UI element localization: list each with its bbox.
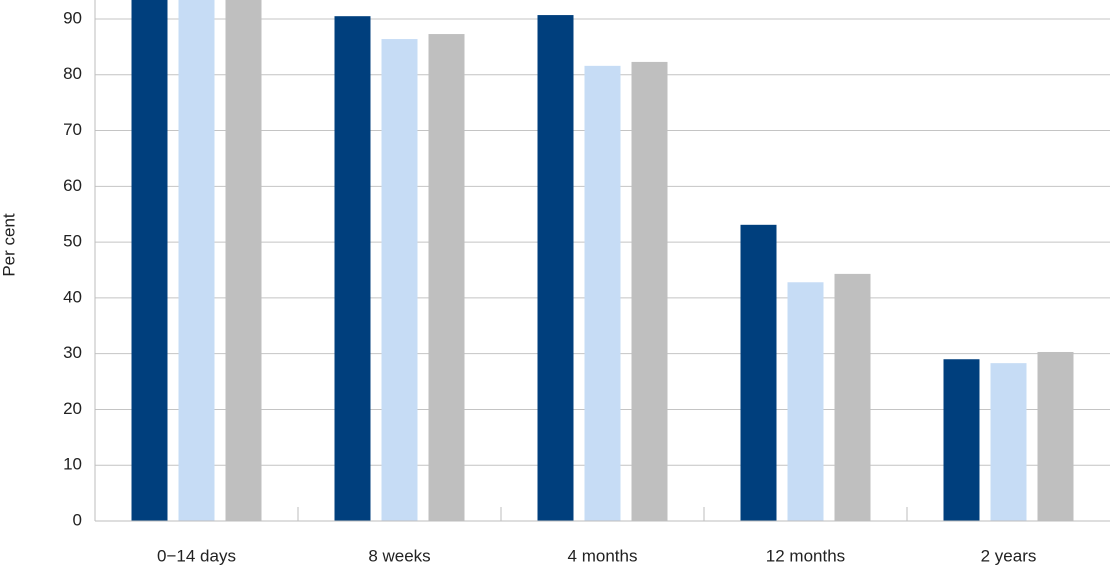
y-tick-label: 70 bbox=[63, 120, 82, 139]
bar bbox=[990, 363, 1027, 521]
bar bbox=[334, 16, 371, 521]
bar bbox=[1037, 351, 1074, 521]
y-axis-label: Per cent bbox=[0, 213, 18, 277]
bar bbox=[943, 359, 980, 521]
x-tick-label: 12 months bbox=[766, 546, 845, 565]
y-tick-label: 80 bbox=[63, 64, 82, 83]
bar bbox=[225, 0, 262, 521]
y-tick-label: 20 bbox=[63, 399, 82, 418]
bar bbox=[584, 65, 621, 521]
bar bbox=[178, 0, 215, 521]
y-tick-label: 40 bbox=[63, 287, 82, 306]
y-tick-label: 60 bbox=[63, 176, 82, 195]
bar bbox=[131, 0, 168, 521]
y-tick-label: 50 bbox=[63, 232, 82, 251]
y-tick-label: 90 bbox=[63, 8, 82, 27]
bar bbox=[740, 224, 777, 521]
bar bbox=[428, 34, 465, 522]
bar bbox=[537, 15, 574, 521]
bar bbox=[631, 61, 668, 521]
y-tick-label: 10 bbox=[63, 455, 82, 474]
bar bbox=[787, 282, 824, 521]
x-tick-label: 4 months bbox=[568, 546, 638, 565]
y-tick-label: 30 bbox=[63, 343, 82, 362]
x-tick-label: 0−14 days bbox=[157, 546, 236, 565]
x-tick-label: 8 weeks bbox=[368, 546, 430, 565]
bar bbox=[834, 273, 871, 521]
bar bbox=[381, 39, 418, 522]
y-tick-label: 0 bbox=[73, 510, 82, 529]
x-tick-label: 2 years bbox=[981, 546, 1037, 565]
